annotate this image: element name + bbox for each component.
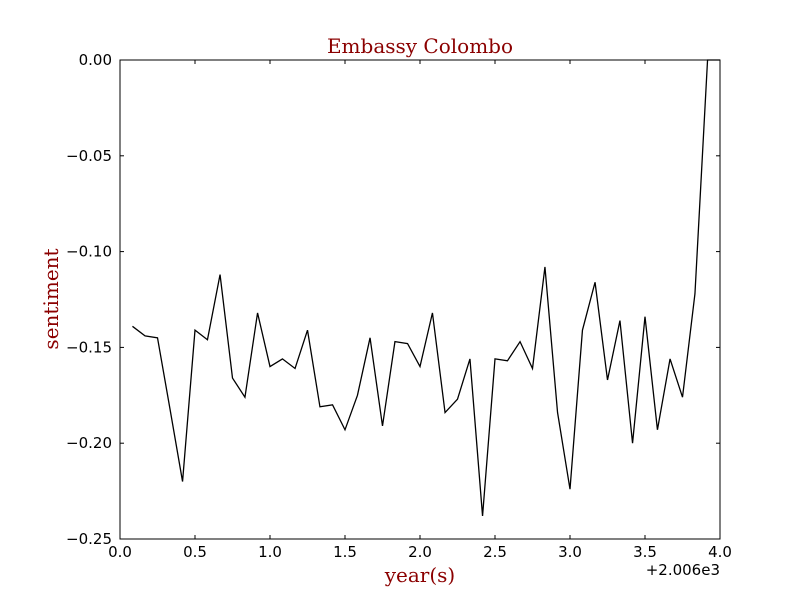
x-tick-label: 2.0 (408, 543, 432, 561)
x-tick-label: 1.0 (258, 543, 282, 561)
x-tick-label: 2.5 (483, 543, 507, 561)
y-tick-label: −0.25 (66, 530, 112, 548)
x-offset-label: +2.006e3 (646, 561, 720, 579)
y-tick-label: −0.15 (66, 338, 112, 356)
y-axis-label: sentiment (39, 248, 63, 349)
series-line (132, 59, 720, 517)
plot-area: 0.0 0.5 1.0 1.5 2.0 2.5 3.0 3.5 4.0 0.00 −0.05 −0.1… (66, 51, 732, 561)
y-tick-label: −0.20 (66, 434, 112, 452)
x-tick-label: 3.5 (633, 543, 657, 561)
x-tick-label: 0.0 (108, 543, 132, 561)
x-tick-label: 4.0 (708, 543, 732, 561)
x-tick-label: 3.0 (558, 543, 582, 561)
chart-title: Embassy Colombo (327, 34, 513, 58)
y-tick-label: 0.00 (79, 51, 112, 69)
x-tick-label: 1.5 (333, 543, 357, 561)
x-axis-label: year(s) (384, 563, 456, 587)
y-tick-label: −0.10 (66, 243, 112, 261)
plot-frame (119, 59, 721, 540)
y-tick-label: −0.05 (66, 147, 112, 165)
x-tick-label: 0.5 (183, 543, 207, 561)
